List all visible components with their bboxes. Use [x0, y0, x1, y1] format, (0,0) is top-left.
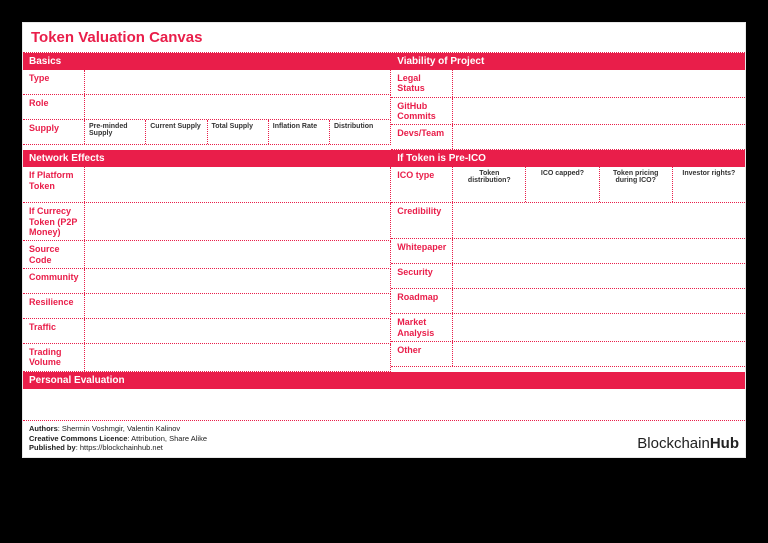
page-title: Token Valuation Canvas [23, 23, 745, 53]
supply-col-3: Inflation Rate [269, 120, 330, 144]
supply-col-2: Total Supply [208, 120, 269, 144]
label-currency-token: If Currecy Token (P2P Money) [23, 203, 85, 240]
ico-col-3: Investor rights? [673, 167, 745, 202]
supply-columns: Pre-minded Supply Current Supply Total S… [85, 120, 390, 144]
row-whitepaper: Whitepaper [391, 239, 745, 264]
row-roadmap: Roadmap [391, 289, 745, 314]
footer: Authors: Shermin Voshmgir, Valentin Kali… [23, 421, 745, 457]
content-other [453, 342, 745, 366]
label-resilience: Resilience [23, 294, 85, 318]
content-role [85, 95, 390, 119]
content-platform-token [85, 167, 390, 202]
pre-ico-section: If Token is Pre-ICO ICO type Token distr… [391, 150, 745, 371]
network-header: Network Effects [23, 150, 391, 167]
row-other: Other [391, 342, 745, 367]
label-market-analysis: Market Analysis [391, 314, 453, 341]
content-devs-team [453, 125, 745, 149]
ico-col-2: Token pricing during ICO? [600, 167, 673, 202]
label-source-code: Source Code [23, 241, 85, 268]
label-credibility: Credibility [391, 203, 453, 238]
label-other: Other [391, 342, 453, 366]
network-effects-section: Network Effects If Platform Token If Cur… [23, 150, 391, 371]
row-community: Community [23, 269, 391, 294]
content-security [453, 264, 745, 288]
row-trading-volume: Trading Volume [23, 344, 391, 372]
ico-columns: Token distribution? ICO capped? Token pr… [453, 167, 745, 202]
content-traffic [85, 319, 390, 343]
viability-section: Viability of Project Legal Status GitHub… [391, 53, 745, 150]
ico-col-1: ICO capped? [526, 167, 599, 202]
footer-authors: Authors: Shermin Voshmgir, Valentin Kali… [29, 424, 207, 434]
label-devs-team: Devs/Team [391, 125, 453, 149]
personal-eval-content [23, 389, 745, 421]
supply-col-0: Pre-minded Supply [85, 120, 146, 144]
row-credibility: Credibility [391, 203, 745, 239]
row-source-code: Source Code [23, 241, 391, 269]
footer-published: Published by: https://blockchainhub.net [29, 443, 207, 453]
content-market-analysis [453, 314, 745, 341]
row-legal-status: Legal Status [391, 70, 745, 98]
row-platform-token: If Platform Token [23, 167, 391, 203]
footer-meta: Authors: Shermin Voshmgir, Valentin Kali… [29, 424, 207, 453]
label-community: Community [23, 269, 85, 293]
footer-cc: Creative Commons Licence: Attribution, S… [29, 434, 207, 444]
row-role: Role [23, 95, 391, 120]
label-traffic: Traffic [23, 319, 85, 343]
label-role: Role [23, 95, 85, 119]
content-whitepaper [453, 239, 745, 263]
label-platform-token: If Platform Token [23, 167, 85, 202]
row-market-analysis: Market Analysis [391, 314, 745, 342]
row-traffic: Traffic [23, 319, 391, 344]
content-github-commits [453, 98, 745, 125]
content-credibility [453, 203, 745, 238]
ico-col-0: Token distribution? [453, 167, 526, 202]
content-source-code [85, 241, 390, 268]
token-valuation-canvas: Token Valuation Canvas Basics Type Role … [22, 22, 746, 458]
row-type: Type [23, 70, 391, 95]
label-supply: Supply [23, 120, 85, 144]
label-ico-type: ICO type [391, 167, 453, 202]
viability-header: Viability of Project [391, 53, 745, 70]
label-legal-status: Legal Status [391, 70, 453, 97]
supply-col-4: Distribution [330, 120, 390, 144]
content-legal-status [453, 70, 745, 97]
row-ico-type: ICO type Token distribution? ICO capped?… [391, 167, 745, 203]
row-resilience: Resilience [23, 294, 391, 319]
section-row-2: Network Effects If Platform Token If Cur… [23, 150, 745, 371]
row-devs-team: Devs/Team [391, 125, 745, 150]
basics-header: Basics [23, 53, 391, 70]
supply-col-1: Current Supply [146, 120, 207, 144]
content-currency-token [85, 203, 390, 240]
content-resilience [85, 294, 390, 318]
content-trading-volume [85, 344, 390, 371]
content-community [85, 269, 390, 293]
blockchainhub-logo: BlockchainHub [637, 434, 739, 454]
label-type: Type [23, 70, 85, 94]
pre-ico-header: If Token is Pre-ICO [391, 150, 745, 167]
label-security: Security [391, 264, 453, 288]
label-whitepaper: Whitepaper [391, 239, 453, 263]
basics-section: Basics Type Role Supply Pre-minded Suppl… [23, 53, 391, 150]
section-row-1: Basics Type Role Supply Pre-minded Suppl… [23, 53, 745, 150]
content-type [85, 70, 390, 94]
row-supply: Supply Pre-minded Supply Current Supply … [23, 120, 391, 145]
row-security: Security [391, 264, 745, 289]
label-github-commits: GitHub Commits [391, 98, 453, 125]
personal-eval-header: Personal Evaluation [23, 372, 745, 389]
label-trading-volume: Trading Volume [23, 344, 85, 371]
row-currency-token: If Currecy Token (P2P Money) [23, 203, 391, 241]
label-roadmap: Roadmap [391, 289, 453, 313]
content-roadmap [453, 289, 745, 313]
row-github-commits: GitHub Commits [391, 98, 745, 126]
